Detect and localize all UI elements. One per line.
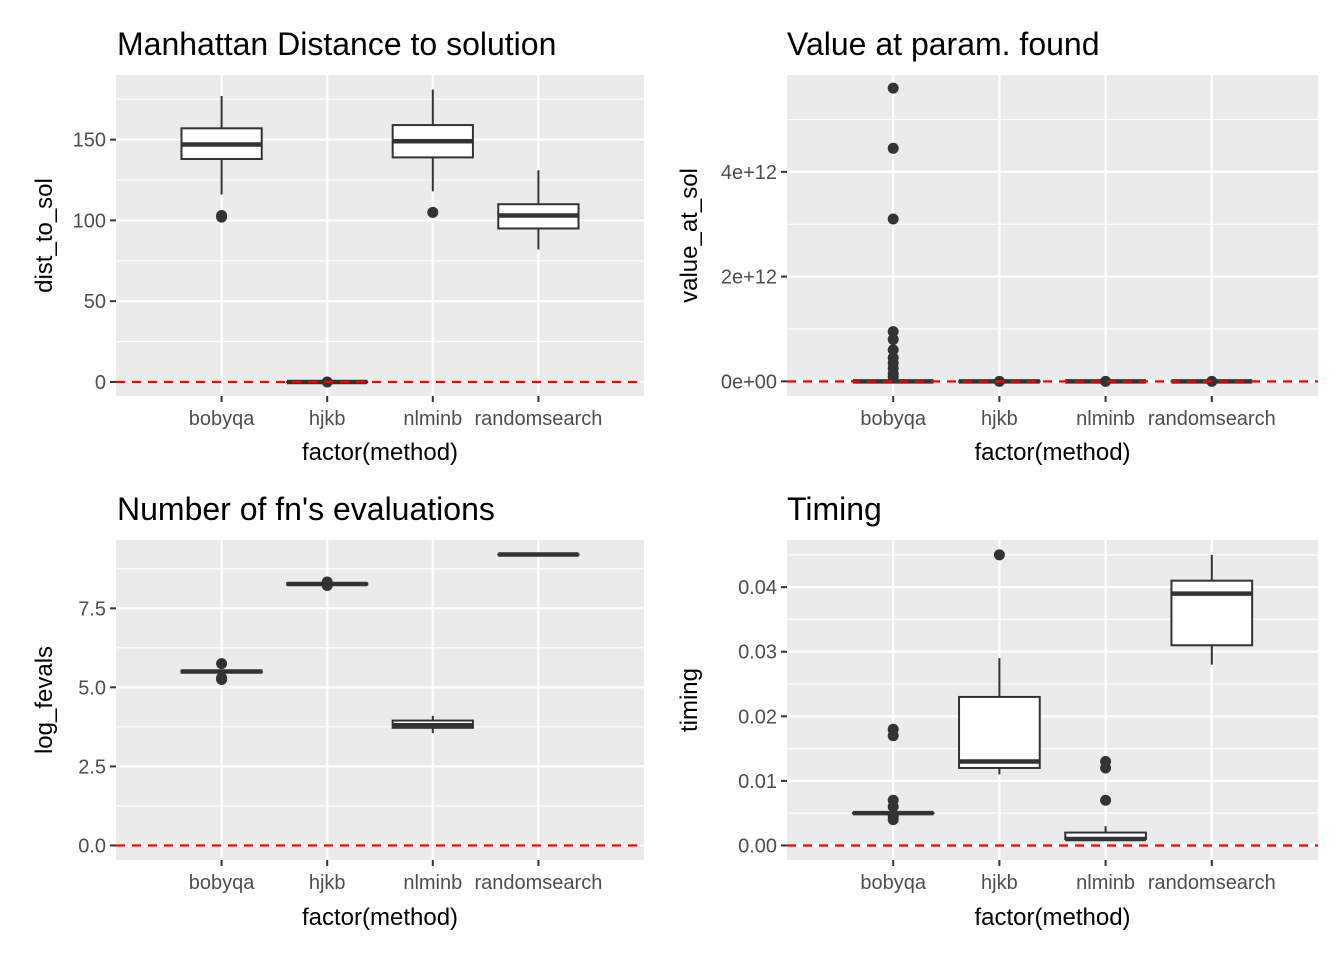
x-tick-label-randomsearch: randomsearch [1148,872,1276,894]
y-tick-label: 2e+12 [721,267,777,289]
y-tick-label: 4e+12 [721,162,777,184]
outlier-point [427,207,438,218]
y-tick-label: 0.02 [738,706,777,728]
outlier-point [1100,795,1111,806]
y-tick-label: 100 [73,210,106,232]
outlier-point [888,83,899,94]
chart-panel-2: 0e+00 2e+12 4e+12 bobyqa hjkb nlminb randomsea… [676,26,1318,466]
y-tick-label: 0.03 [738,642,777,664]
chart-title: Number of fn's evaluations [117,491,495,527]
y-tick-label: 5.0 [78,677,106,699]
outlier-point [888,334,899,345]
outlier-point [216,210,227,221]
x-tick-label-hjkb: hjkb [981,408,1018,430]
chart-title: Manhattan Distance to solution [117,26,556,62]
x-tick-label-nlminb: nlminb [1076,408,1135,430]
outlier-point [888,143,899,154]
chart-panel-4: 0.00 0.01 0.02 0.03 0.04 bobyqa hjkb nlminb rand… [676,491,1318,931]
chart-panel-1: 0 50 100 150 bobyqa hjkb nlminb randomsearch Man… [31,26,644,466]
y-tick-label: 7.5 [78,598,106,620]
plot-panel-background [116,75,644,396]
chart-panel-3: 0.0 2.5 5.0 7.5 bobyqa hjkb nlminb randomsearch… [31,491,644,931]
chart-title: Timing [787,491,882,527]
x-tick-label-randomsearch: randomsearch [474,408,602,430]
y-tick-label: 0.00 [738,835,777,857]
outlier-point [888,801,899,812]
x-tick-label-bobyqa: bobyqa [189,408,255,430]
outlier-point [888,730,899,741]
y-tick-label: 2.5 [78,756,106,778]
y-tick-label: 0e+00 [721,371,777,393]
outlier-point [994,549,1005,560]
outlier-point [216,658,227,669]
box-iqr [959,697,1040,768]
outlier-point [322,580,333,591]
x-tick-label-bobyqa: bobyqa [189,872,255,894]
x-tick-label-hjkb: hjkb [981,872,1018,894]
x-axis-title: factor(method) [974,439,1130,466]
y-axis-title: dist_to_sol [31,178,58,293]
x-tick-label-nlminb: nlminb [1076,872,1135,894]
y-tick-label: 0.01 [738,771,777,793]
x-tick-label-randomsearch: randomsearch [1148,408,1276,430]
x-axis-title: factor(method) [302,904,458,931]
y-tick-label: 0.0 [78,835,106,857]
y-tick-label: 50 [84,291,106,313]
y-tick-label: 150 [73,130,106,152]
x-axis-title: factor(method) [302,439,458,466]
x-tick-label-nlminb: nlminb [403,872,462,894]
plot-panel-background [116,540,644,860]
x-axis-title: factor(method) [974,904,1130,931]
y-tick-label: 0.04 [738,577,777,599]
x-tick-label-hjkb: hjkb [309,872,346,894]
x-tick-label-bobyqa: bobyqa [860,408,926,430]
x-tick-label-bobyqa: bobyqa [860,872,926,894]
y-tick-label: 0 [95,372,106,394]
outlier-point [888,814,899,825]
chart-title: Value at param. found [787,26,1100,62]
x-tick-label-nlminb: nlminb [403,408,462,430]
x-tick-label-randomsearch: randomsearch [474,872,602,894]
box-iqr [1171,581,1252,646]
y-axis-title: timing [676,668,703,732]
plot-panel-background [787,75,1318,396]
outlier-point [216,672,227,683]
outlier-point [1100,762,1111,773]
x-tick-label-hjkb: hjkb [309,408,346,430]
y-axis-title: log_fevals [31,646,58,754]
y-axis-title: value_at_sol [676,168,703,303]
outlier-point [888,214,899,225]
